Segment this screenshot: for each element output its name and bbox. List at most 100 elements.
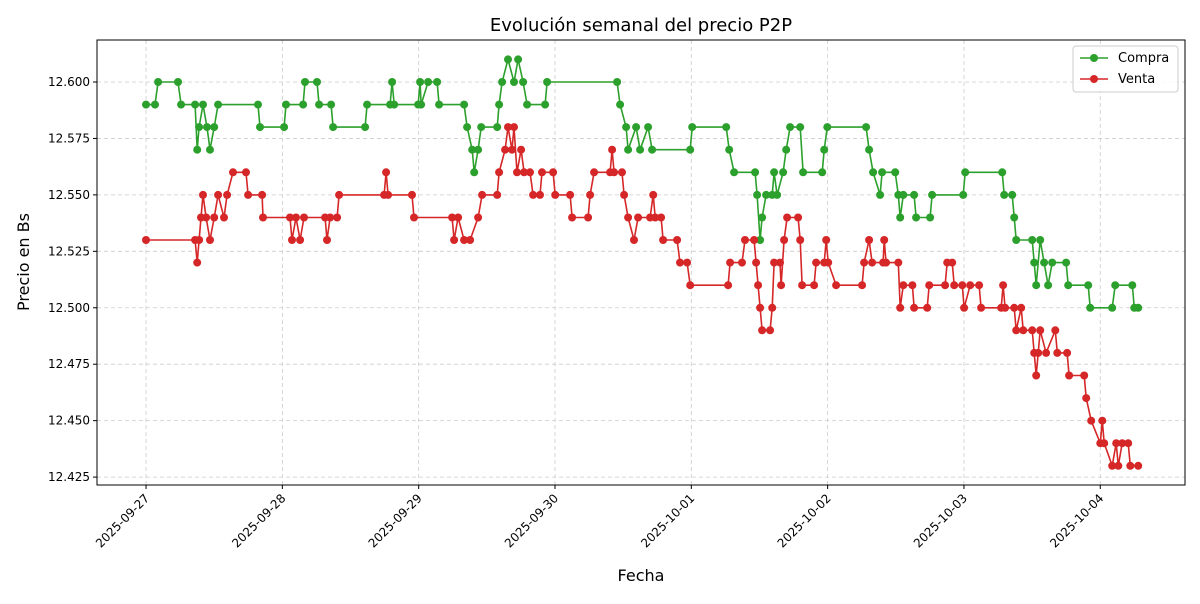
data-point <box>824 258 833 267</box>
data-point <box>756 236 765 244</box>
data-point <box>1028 236 1037 244</box>
data-point <box>1086 303 1095 312</box>
data-point <box>724 281 733 290</box>
data-point <box>256 123 264 132</box>
data-point <box>1032 371 1041 380</box>
data-point <box>756 303 765 312</box>
data-point <box>941 281 950 290</box>
data-point <box>448 213 457 222</box>
data-point <box>758 213 767 222</box>
x-tick-label: 2025-09-30 <box>502 491 561 550</box>
data-point <box>523 100 532 109</box>
data-point <box>388 78 397 86</box>
data-point <box>313 78 321 86</box>
data-point <box>648 145 657 154</box>
y-tick-label: 12.425 <box>48 470 90 484</box>
data-point <box>363 100 372 109</box>
data-point <box>659 236 668 244</box>
y-axis-label: Precio en Bs <box>14 213 33 311</box>
data-point <box>460 236 469 244</box>
data-point <box>894 258 903 267</box>
chart-title: Evolución semanal del precio P2P <box>490 15 792 36</box>
data-point <box>435 100 444 109</box>
data-point <box>773 190 782 199</box>
data-point <box>779 168 788 177</box>
data-point <box>948 258 957 267</box>
data-point <box>280 123 289 132</box>
data-point <box>195 123 204 132</box>
data-point <box>470 168 479 177</box>
data-point <box>651 213 660 222</box>
data-point <box>586 190 595 199</box>
data-point <box>1063 348 1072 357</box>
data-point <box>610 168 619 177</box>
data-point <box>450 236 459 244</box>
data-point <box>1044 281 1053 290</box>
data-point <box>1134 461 1143 470</box>
data-point <box>590 168 599 177</box>
data-point <box>584 213 593 222</box>
data-point <box>408 190 416 199</box>
data-point <box>878 168 887 177</box>
data-point <box>463 123 472 132</box>
data-point <box>796 123 805 132</box>
x-axis-ticks: 2025-09-27 2025-09-28 2025-09-29 2025-09-30… <box>93 485 1106 550</box>
data-point <box>520 168 529 177</box>
data-point <box>876 190 885 199</box>
data-point <box>1065 371 1074 380</box>
data-point <box>1062 258 1071 267</box>
data-point <box>688 123 697 132</box>
data-point <box>498 78 507 86</box>
data-point <box>1118 439 1127 448</box>
data-point <box>960 303 969 312</box>
data-point <box>751 168 760 177</box>
data-point <box>770 168 779 177</box>
data-point <box>896 303 905 312</box>
data-point <box>925 281 934 290</box>
data-point <box>326 213 335 222</box>
data-point <box>762 190 771 199</box>
data-point <box>832 281 841 290</box>
data-point <box>333 213 342 222</box>
data-point <box>244 190 253 199</box>
data-point <box>882 258 891 267</box>
data-point <box>686 281 695 290</box>
data-point <box>1064 281 1073 290</box>
data-point <box>329 123 338 132</box>
data-point <box>865 145 874 154</box>
data-point <box>975 281 984 290</box>
data-point <box>514 55 523 64</box>
data-point <box>812 258 821 267</box>
data-point <box>282 100 290 109</box>
data-point <box>768 303 777 312</box>
data-point <box>961 168 970 177</box>
data-point <box>632 123 641 132</box>
data-point <box>1084 281 1093 290</box>
x-tick-label: 2025-09-29 <box>366 491 425 550</box>
data-point <box>335 190 344 199</box>
data-point <box>822 236 831 244</box>
data-point <box>191 100 200 109</box>
data-point <box>799 168 808 177</box>
data-point <box>199 100 207 109</box>
data-point <box>517 145 526 154</box>
series-venta <box>142 123 1143 470</box>
data-point <box>292 213 300 222</box>
data-point <box>493 123 502 132</box>
x-tick-label: 2025-10-03 <box>911 491 970 550</box>
data-point <box>203 123 211 132</box>
data-point <box>726 258 735 267</box>
data-point <box>1100 439 1109 448</box>
data-point <box>454 213 463 222</box>
data-point <box>622 123 631 132</box>
y-tick-label: 12.600 <box>48 75 90 89</box>
data-point <box>820 145 829 154</box>
data-point <box>259 213 267 222</box>
data-point <box>296 236 305 244</box>
data-point <box>862 123 871 132</box>
data-point <box>1108 461 1117 470</box>
data-point <box>950 281 959 290</box>
data-point <box>923 303 932 312</box>
data-point <box>1036 326 1045 335</box>
data-point <box>300 213 308 222</box>
